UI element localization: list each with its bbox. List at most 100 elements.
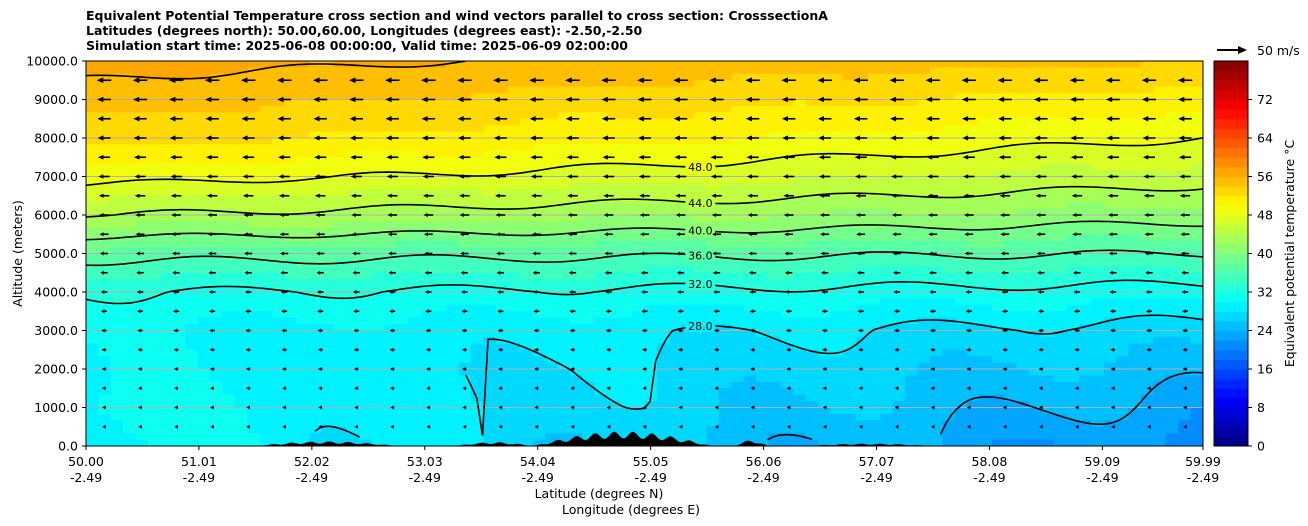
field-cell — [731, 138, 745, 146]
field-cell — [520, 163, 534, 171]
field-cell — [619, 221, 633, 229]
field-cell — [185, 266, 199, 274]
field-cell — [296, 426, 310, 434]
field-cell — [445, 381, 459, 389]
field-cell — [917, 176, 931, 184]
field-cell — [470, 86, 484, 94]
field-cell — [954, 182, 968, 190]
field-cell — [644, 105, 658, 113]
field-cell — [992, 247, 1006, 255]
field-cell — [656, 375, 670, 383]
field-cell — [532, 413, 546, 421]
field-cell — [681, 125, 695, 133]
field-cell — [222, 189, 236, 197]
field-cell — [160, 73, 174, 81]
field-cell — [197, 195, 211, 203]
field-cell — [905, 189, 919, 197]
field-cell — [867, 311, 881, 319]
field-cell — [470, 61, 484, 69]
field-cell — [222, 317, 236, 325]
field-cell — [259, 266, 273, 274]
field-cell — [942, 247, 956, 255]
field-cell — [929, 163, 943, 171]
field-cell — [359, 394, 373, 402]
field-cell — [123, 388, 137, 396]
field-cell — [148, 439, 162, 446]
field-cell — [1016, 170, 1030, 178]
field-cell — [756, 247, 770, 255]
field-cell — [371, 112, 385, 120]
field-cell — [272, 221, 286, 229]
field-cell — [359, 195, 373, 203]
field-cell — [458, 208, 472, 216]
field-cell — [781, 144, 795, 152]
field-cell — [1054, 195, 1068, 203]
field-cell — [818, 112, 832, 120]
field-cell — [86, 356, 100, 364]
field-cell — [818, 67, 832, 75]
field-cell — [507, 311, 521, 319]
field-cell — [532, 67, 546, 75]
field-cell — [570, 330, 584, 338]
field-cell — [284, 407, 298, 415]
field-cell — [148, 285, 162, 293]
field-cell — [148, 381, 162, 389]
field-cell — [210, 401, 224, 409]
field-cell — [359, 279, 373, 287]
field-cell — [793, 426, 807, 434]
field-cell — [247, 375, 261, 383]
field-cell — [830, 131, 844, 139]
field-cell — [718, 356, 732, 364]
field-cell — [309, 138, 323, 146]
field-cell — [86, 272, 100, 280]
field-cell — [483, 118, 497, 126]
field-cell — [656, 317, 670, 325]
field-cell — [321, 131, 335, 139]
field-cell — [992, 112, 1006, 120]
field-cell — [967, 401, 981, 409]
field-cell — [1041, 394, 1055, 402]
field-cell — [793, 221, 807, 229]
field-cell — [507, 330, 521, 338]
field-cell — [483, 131, 497, 139]
field-cell — [570, 157, 584, 165]
field-cell — [756, 394, 770, 402]
field-cell — [669, 118, 683, 126]
field-cell — [284, 86, 298, 94]
field-cell — [359, 240, 373, 248]
field-cell — [197, 189, 211, 197]
field-cell — [967, 285, 981, 293]
field-cell — [507, 369, 521, 377]
field-cell — [793, 105, 807, 113]
field-cell — [619, 208, 633, 216]
field-cell — [160, 150, 174, 158]
field-cell — [954, 118, 968, 126]
field-cell — [1029, 259, 1043, 267]
field-cell — [1091, 112, 1105, 120]
field-cell — [532, 234, 546, 242]
field-cell — [867, 369, 881, 377]
field-cell — [731, 356, 745, 364]
field-cell — [818, 259, 832, 267]
field-cell — [1004, 80, 1018, 88]
field-cell — [433, 93, 447, 101]
field-cell — [470, 112, 484, 120]
field-cell — [98, 138, 112, 146]
field-cell — [979, 317, 993, 325]
field-cell — [222, 439, 236, 446]
field-cell — [507, 150, 521, 158]
field-cell — [768, 61, 782, 69]
field-cell — [1004, 86, 1018, 94]
field-cell — [619, 234, 633, 242]
field-cell — [905, 343, 919, 351]
field-cell — [160, 413, 174, 421]
field-cell — [321, 182, 335, 190]
field-cell — [309, 125, 323, 133]
field-cell — [234, 362, 248, 370]
field-cell — [743, 426, 757, 434]
field-cell — [892, 163, 906, 171]
field-cell — [135, 144, 149, 152]
field-cell — [458, 439, 472, 446]
field-cell — [681, 234, 695, 242]
field-cell — [917, 324, 931, 332]
